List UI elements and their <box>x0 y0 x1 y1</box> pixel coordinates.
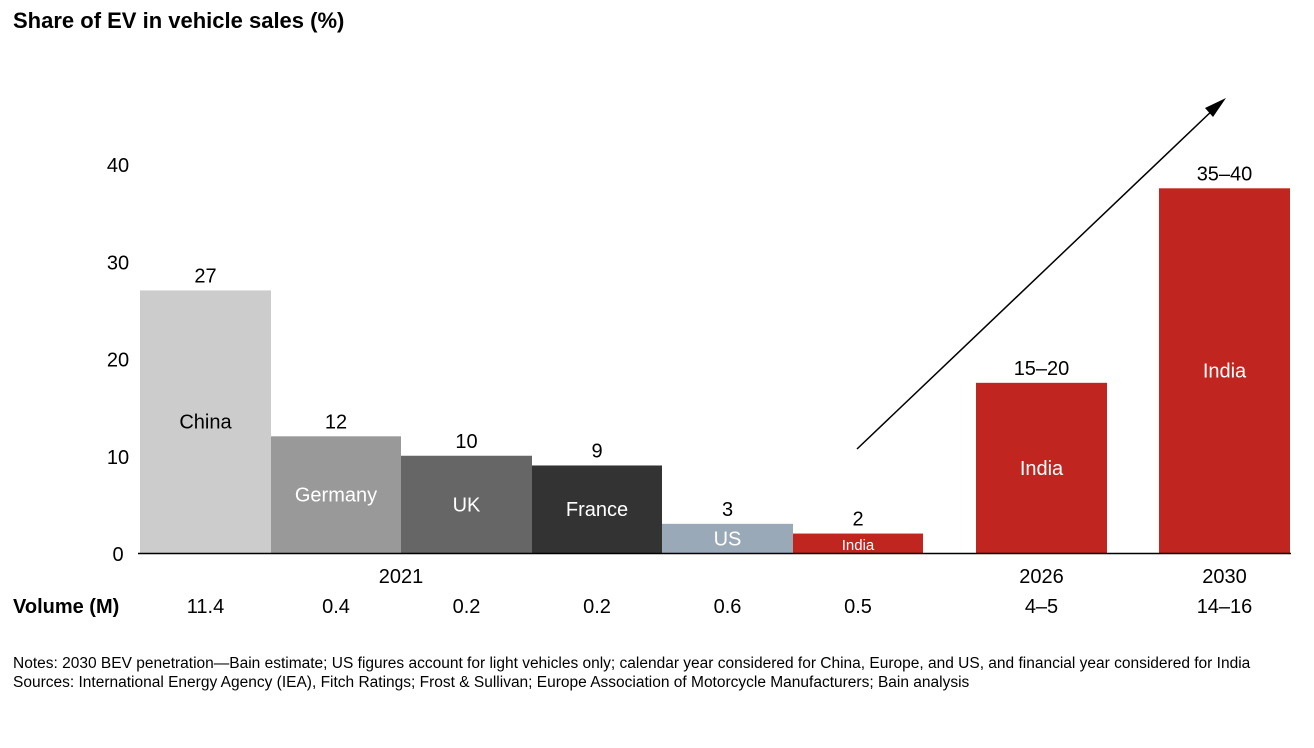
notes-block: Notes: 2030 BEV penetration—Bain estimat… <box>13 654 1263 692</box>
bar-india <box>1159 188 1290 553</box>
y-tick-label: 40 <box>107 155 129 177</box>
bar-india <box>976 382 1107 553</box>
y-tick-label: 10 <box>107 447 129 469</box>
y-tick-label: 20 <box>107 350 129 372</box>
bar-value-label: 15–20 <box>1014 358 1070 380</box>
trend-arrow-head <box>1205 98 1226 117</box>
volume-value: 0.6 <box>714 596 742 618</box>
bar-category-label: US <box>714 528 742 550</box>
year-label: 2030 <box>1202 566 1247 588</box>
bar-france <box>532 465 662 553</box>
bar-us <box>662 523 793 553</box>
bar-germany <box>271 436 401 553</box>
bar-china <box>140 290 271 553</box>
volume-row-label: Volume (M) <box>13 596 119 618</box>
year-label: 2026 <box>1019 566 1064 588</box>
bar-value-label: 10 <box>455 431 477 453</box>
sources-text: Sources: International Energy Agency (IE… <box>13 674 970 691</box>
bar-category-label: India <box>1203 361 1247 383</box>
bar-uk <box>401 455 532 553</box>
bar-value-label: 35–40 <box>1197 163 1253 185</box>
bar-category-label: India <box>1020 458 1064 480</box>
volume-value: 0.2 <box>453 596 481 618</box>
bar-category-label: UK <box>453 494 481 516</box>
volume-value: 11.4 <box>187 596 224 618</box>
bar-value-label: 27 <box>194 265 216 287</box>
bar-india <box>793 533 923 553</box>
bar-category-label: China <box>179 412 232 434</box>
bar-value-label: 2 <box>852 509 863 531</box>
y-tick-label: 30 <box>107 252 129 274</box>
ev-share-bar-chart: 01020304027China11.412Germany0.410UK0.29… <box>13 98 1291 618</box>
volume-value: 4–5 <box>1025 596 1058 618</box>
bar-category-label: France <box>566 499 628 521</box>
bar-category-label: Germany <box>295 485 377 507</box>
volume-value: 0.2 <box>583 596 611 618</box>
chart-title: Share of EV in vehicle sales (%) <box>13 8 345 33</box>
y-tick-label: 0 <box>112 544 123 566</box>
bar-value-label: 9 <box>591 440 602 462</box>
year-label-2021: 2021 <box>379 566 424 588</box>
notes-text: Notes: 2030 BEV penetration—Bain estimat… <box>13 655 1251 672</box>
trend-arrow-line <box>856 106 1217 450</box>
bar-category-label: India <box>842 537 875 554</box>
volume-value: 0.4 <box>322 596 350 618</box>
bar-value-label: 3 <box>722 499 733 521</box>
volume-value: 14–16 <box>1197 596 1253 618</box>
volume-value: 0.5 <box>844 596 872 618</box>
bar-value-label: 12 <box>325 411 347 433</box>
